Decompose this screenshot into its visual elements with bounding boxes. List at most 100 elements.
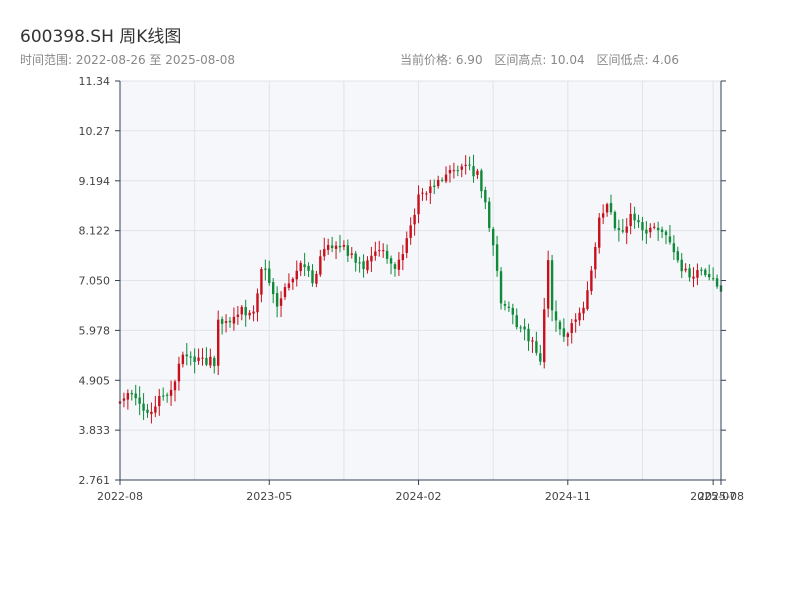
x-tick-label: 2022-08 [97,490,143,503]
candle-up [287,283,291,288]
candle-up [295,270,298,280]
candle-down [660,229,664,232]
candle-up [409,225,412,238]
candle-up [291,278,295,283]
candle-up [374,251,377,256]
candle-up [177,363,181,382]
candle-up [421,192,424,194]
candle-up [586,290,589,309]
candle-down [303,264,306,268]
candle-up [126,393,130,400]
candle-up [464,164,467,166]
candle-up [252,311,255,314]
candle-down [264,268,267,270]
candle-up [417,194,420,215]
candle-up [476,170,479,175]
candle-up [601,213,605,218]
candle-up [224,321,228,323]
candle-up [323,248,326,257]
candle-up [566,333,570,337]
candle-down [354,253,357,263]
candle-up [594,247,597,270]
axes: 2.761 3.833 4.905 5.978 7.050 8.122 9.194 10.27… [79,75,744,503]
candle-down [385,250,389,259]
candle-up [444,174,448,182]
candle-up [299,263,302,272]
candle-up [173,381,177,391]
candle-up [370,255,373,262]
candle-down [637,220,640,223]
candle-up [570,323,573,334]
candle-down [515,315,518,328]
candle-up [122,398,126,401]
candle-up [543,309,546,363]
candle-up [452,170,456,172]
candle-up [232,316,236,324]
candle-down [527,328,530,342]
candle-up [154,406,157,413]
candle-down [491,228,495,246]
candle-down [213,357,216,367]
candle-down [507,306,511,308]
candle-up [653,226,656,228]
candle-down [130,393,133,395]
candle-up [546,260,550,309]
y-tick-label: 4.905 [79,374,111,387]
candle-up [158,396,161,407]
candle-down [668,236,672,243]
candle-down [554,311,558,321]
candle-down [433,185,436,187]
candle-up [684,268,687,271]
candle-up [181,354,185,365]
candle-down [511,308,515,315]
candle-down [617,228,621,231]
candle-up [319,256,322,275]
candle-down [523,326,526,330]
candle-down [189,356,192,358]
candle-down [499,271,503,304]
candle-down [146,409,149,413]
candle-down [558,321,562,330]
candle-down [688,268,691,278]
candle-down [676,251,679,261]
candle-down [562,328,566,337]
price-stats: 当前价格: 6.90 区间高点: 10.04 区间低点: 4.06 [400,51,679,68]
candle-down [228,320,232,323]
candle-down [358,262,361,264]
candle-down [488,201,491,229]
candle-down [539,353,542,362]
y-tick-label: 10.27 [79,125,111,138]
x-tick-label: 2025-08 [698,490,744,503]
candle-up [429,186,432,194]
candle-down [704,269,707,275]
candle-up [326,244,330,250]
candle-down [362,261,365,270]
candle-down [468,164,471,166]
candle-up [531,340,534,342]
x-tick-label: 2024-11 [545,490,591,503]
candle-up [260,268,263,295]
candle-down [162,395,165,397]
candle-down [645,229,648,234]
candle-up [448,169,452,174]
candle-up [366,260,369,271]
candle-up [256,293,259,313]
candle-up [578,312,581,321]
y-tick-label: 8.122 [79,225,111,238]
y-tick-label: 9.194 [79,175,111,188]
candle-down [193,356,196,362]
candle-down [307,265,310,271]
candle-down [609,203,613,213]
candle-down [484,190,487,203]
candle-down [550,260,554,311]
candle-up [150,411,153,415]
y-tick-label: 7.050 [79,275,111,288]
x-tick-label: 2024-02 [396,490,442,503]
candle-down [346,245,350,256]
y-tick-label: 3.833 [79,424,111,437]
candle-down [672,243,676,253]
candle-up [240,306,243,315]
candle-up [197,357,200,361]
candle-down [244,306,247,316]
